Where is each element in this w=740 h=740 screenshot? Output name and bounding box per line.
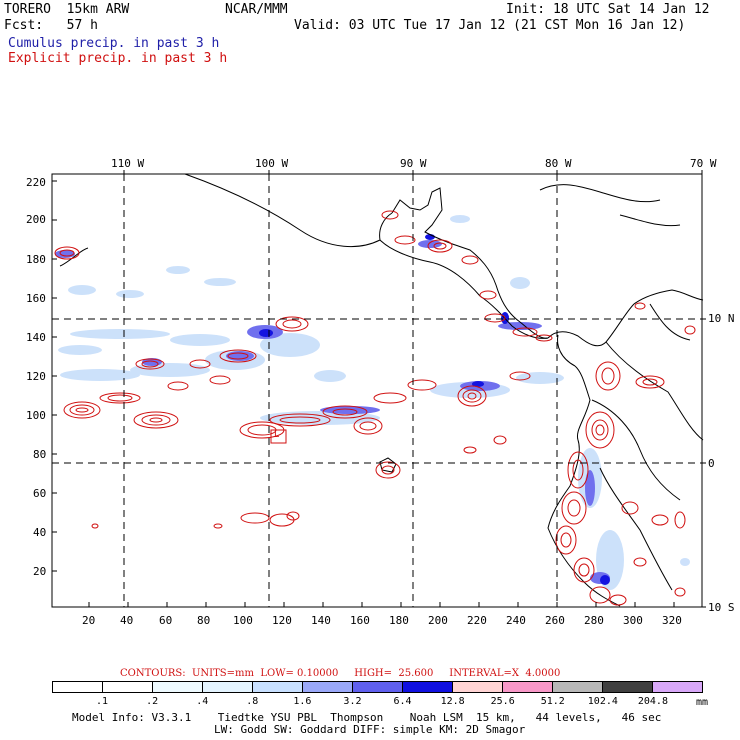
model-info-line2: LW: Godd SW: Goddard DIFF: simple KM: 2D… bbox=[214, 723, 526, 736]
colorbar-swatch bbox=[653, 682, 702, 692]
colorbar-label: 51.2 bbox=[540, 696, 565, 707]
colorbar-unit: mm bbox=[696, 697, 709, 708]
valid-time: Valid: 03 UTC Tue 17 Jan 12 (21 CST Mon … bbox=[294, 18, 686, 33]
x-tick-label: 120 bbox=[272, 614, 292, 627]
colorbar-label: 3.2 bbox=[343, 696, 362, 707]
x-tick-label: 100 bbox=[233, 614, 253, 627]
map-frame bbox=[51, 173, 703, 608]
colorbar-label: .1 bbox=[96, 696, 109, 707]
x-tick-label: 20 bbox=[82, 614, 96, 627]
colorbar-label: 25.6 bbox=[490, 696, 515, 707]
low-marker-box bbox=[270, 429, 287, 444]
lon-label: 110 W bbox=[111, 157, 145, 170]
x-tick-label: 300 bbox=[623, 614, 643, 627]
y-tick-label: 200 bbox=[26, 213, 46, 226]
x-tick-label: 240 bbox=[506, 614, 526, 627]
colorbar-label: .8 bbox=[246, 696, 259, 707]
lon-label: 100 W bbox=[255, 157, 289, 170]
colorbar-swatch bbox=[503, 682, 553, 692]
colorbar-label: 12.8 bbox=[440, 696, 465, 707]
y-tick-label: 140 bbox=[26, 331, 46, 344]
colorbar-swatch bbox=[603, 682, 653, 692]
init-time: Init: 18 UTC Sat 14 Jan 12 bbox=[506, 2, 710, 17]
forecast-hour: Fcst: 57 h bbox=[4, 18, 98, 33]
model-title: TORERO 15km ARW bbox=[4, 2, 130, 17]
axis-ticks bbox=[52, 170, 706, 608]
colorbar-label: 204.8 bbox=[637, 696, 668, 707]
y-tick-label: 80 bbox=[33, 448, 47, 461]
legend-explicit: Explicit precip. in past 3 h bbox=[8, 51, 228, 66]
colorbar-swatch bbox=[53, 682, 103, 692]
lat-label: 10 S bbox=[708, 601, 735, 614]
colorbar-label: 102.4 bbox=[587, 696, 618, 707]
precip-colorbar bbox=[52, 681, 703, 693]
colorbar-label: .2 bbox=[146, 696, 159, 707]
y-tick-label: 60 bbox=[33, 487, 47, 500]
lat-lon-grid bbox=[52, 174, 702, 607]
y-tick-label: 40 bbox=[33, 526, 47, 539]
x-tick-label: 140 bbox=[311, 614, 331, 627]
low-marker: L bbox=[274, 430, 280, 440]
colorbar-swatch bbox=[253, 682, 303, 692]
lat-label: 10 N bbox=[708, 312, 735, 325]
colorbar-swatch bbox=[203, 682, 253, 692]
x-tick-label: 260 bbox=[545, 614, 565, 627]
colorbar-label: 1.6 bbox=[293, 696, 312, 707]
x-tick-label: 220 bbox=[467, 614, 487, 627]
colorbar-label: 6.4 bbox=[393, 696, 412, 707]
colorbar-swatch bbox=[103, 682, 153, 692]
colorbar-swatch bbox=[553, 682, 603, 692]
colorbar-swatch bbox=[153, 682, 203, 692]
lon-label: 80 W bbox=[545, 157, 572, 170]
legend-cumulus: Cumulus precip. in past 3 h bbox=[8, 36, 220, 51]
cumulus-precip-layer bbox=[55, 215, 690, 590]
colorbar-swatch bbox=[303, 682, 353, 692]
colorbar-swatch bbox=[453, 682, 503, 692]
lat-label: 0 bbox=[708, 457, 715, 470]
contour-info: CONTOURS: UNITS=mm LOW= 0.10000 HIGH= 25… bbox=[120, 668, 561, 679]
x-tick-label: 80 bbox=[197, 614, 211, 627]
x-tick-label: 200 bbox=[428, 614, 448, 627]
explicit-precip-contours bbox=[54, 210, 696, 606]
colorbar-swatch bbox=[353, 682, 403, 692]
y-tick-label: 180 bbox=[26, 253, 46, 266]
lon-label: 90 W bbox=[400, 157, 427, 170]
y-tick-label: 120 bbox=[26, 370, 46, 383]
x-tick-label: 280 bbox=[584, 614, 604, 627]
colorbar-swatch bbox=[403, 682, 453, 692]
x-tick-label: 160 bbox=[350, 614, 370, 627]
y-tick-label: 220 bbox=[26, 176, 46, 189]
x-tick-label: 40 bbox=[120, 614, 134, 627]
x-tick-label: 60 bbox=[159, 614, 173, 627]
model-info-line1: Model Info: V3.3.1 Tiedtke YSU PBL Thomp… bbox=[72, 711, 662, 724]
y-tick-label: 160 bbox=[26, 292, 46, 305]
lon-label: 70 W bbox=[690, 157, 717, 170]
org-label: NCAR/MMM bbox=[225, 2, 288, 17]
x-tick-label: 180 bbox=[389, 614, 409, 627]
x-tick-label: 320 bbox=[662, 614, 682, 627]
colorbar-label: .4 bbox=[196, 696, 209, 707]
y-tick-label: 20 bbox=[33, 565, 47, 578]
y-tick-label: 100 bbox=[26, 409, 46, 422]
